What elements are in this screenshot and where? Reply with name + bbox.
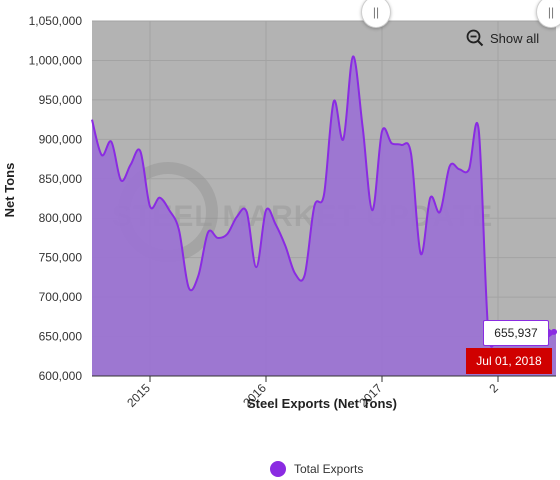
x-tick-label: 2015: [124, 381, 153, 410]
legend-label: Total Exports: [294, 462, 364, 476]
y-axis-ticks: 600,000 650,000 700,000 750,000 800,000 850,0…: [29, 14, 83, 383]
legend-marker: [270, 461, 286, 477]
plot-background-top: [92, 0, 556, 21]
zoom-out-icon: [466, 29, 484, 47]
date-flag: Jul 01, 2018: [466, 348, 552, 374]
series-line-total-exports: [91, 55, 556, 348]
series-area-total-exports: [92, 56, 556, 377]
range-handle-right[interactable]: ||: [536, 0, 560, 28]
y-tick-label: 700,000: [39, 290, 83, 304]
show-all-button[interactable]: Show all: [466, 29, 539, 47]
value-tooltip: 655,937: [483, 320, 555, 346]
y-tick-label: 800,000: [39, 211, 83, 225]
y-tick-label: 1,000,000: [29, 53, 83, 67]
y-axis-title: Net Tons: [2, 163, 17, 218]
y-tick-label: 750,000: [39, 251, 83, 265]
y-tick-label: 900,000: [39, 132, 83, 146]
x-tick-label: 2: [486, 381, 501, 396]
y-tick-label: 950,000: [39, 93, 83, 107]
show-all-label: Show all: [490, 30, 540, 46]
y-tick-label: 600,000: [39, 369, 83, 383]
range-handle-left[interactable]: ||: [361, 0, 391, 28]
legend[interactable]: Total Exports: [270, 461, 363, 477]
y-tick-label: 850,000: [39, 172, 83, 186]
x-axis-title: Steel Exports (Net Tons): [247, 396, 397, 411]
y-tick-label: 650,000: [39, 330, 83, 344]
y-tick-label: 1,050,000: [29, 14, 83, 28]
